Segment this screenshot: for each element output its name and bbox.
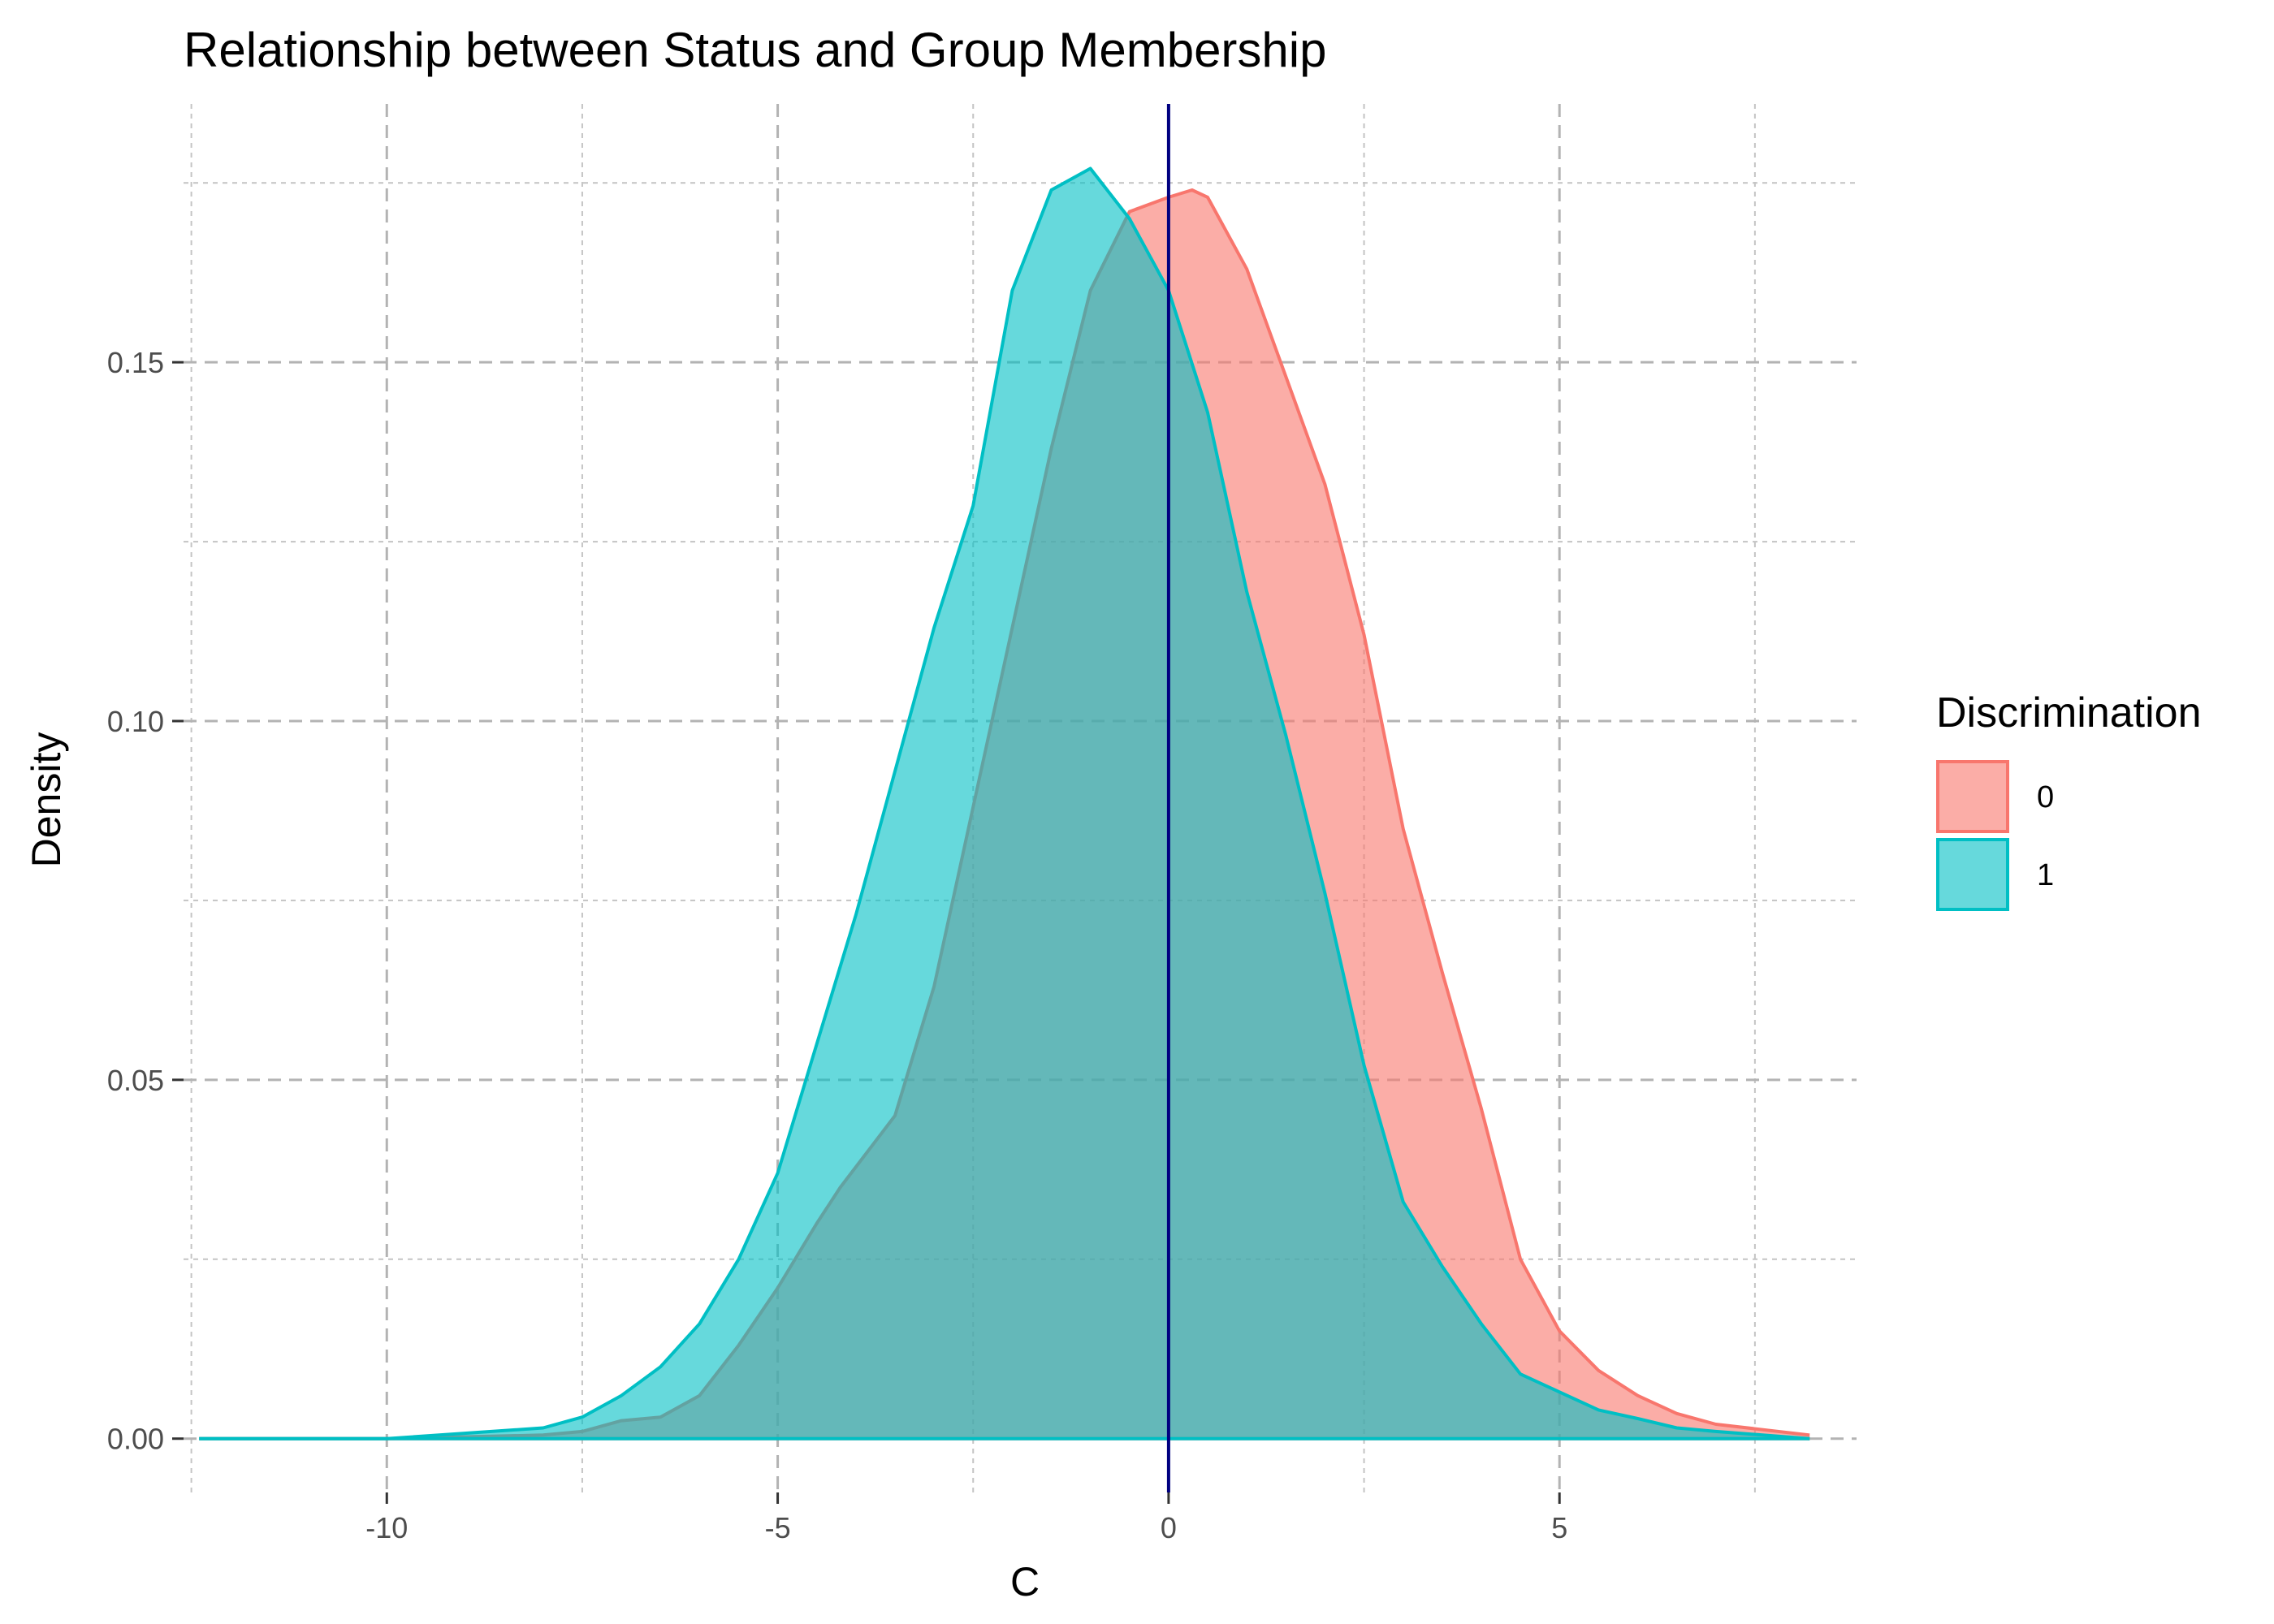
density-areas <box>199 166 1810 1440</box>
legend-label-0: 0 <box>2037 780 2054 814</box>
legend-key-0 <box>1936 760 2009 833</box>
legend-key-1 <box>1936 838 2009 911</box>
x-tick-label: -10 <box>365 1511 408 1544</box>
y-axis: 0.00 0.05 0.10 0.15 <box>107 346 184 1456</box>
x-tick-label: -5 <box>765 1511 791 1544</box>
density-area-1 <box>199 168 1810 1439</box>
y-tick-label: 0.05 <box>107 1064 164 1097</box>
x-tick-label: 5 <box>1551 1511 1567 1544</box>
y-tick-label: 0.10 <box>107 705 164 738</box>
x-axis-title: C <box>1010 1559 1040 1605</box>
x-tick-label: 0 <box>1161 1511 1177 1544</box>
legend-title: Discrimination <box>1936 689 2202 736</box>
y-axis-title: Density <box>24 732 69 868</box>
y-tick-label: 0.15 <box>107 346 164 379</box>
y-tick-label: 0.00 <box>107 1423 164 1456</box>
density-line-1 <box>199 166 1810 1440</box>
x-axis: -10 -5 0 5 <box>365 1492 1567 1544</box>
legend-items: 01 <box>1936 760 2054 911</box>
legend-label-1: 1 <box>2037 858 2054 892</box>
chart-title: Relationship between Status and Group Me… <box>184 23 1326 77</box>
legend: Discrimination 01 <box>1936 689 2202 911</box>
